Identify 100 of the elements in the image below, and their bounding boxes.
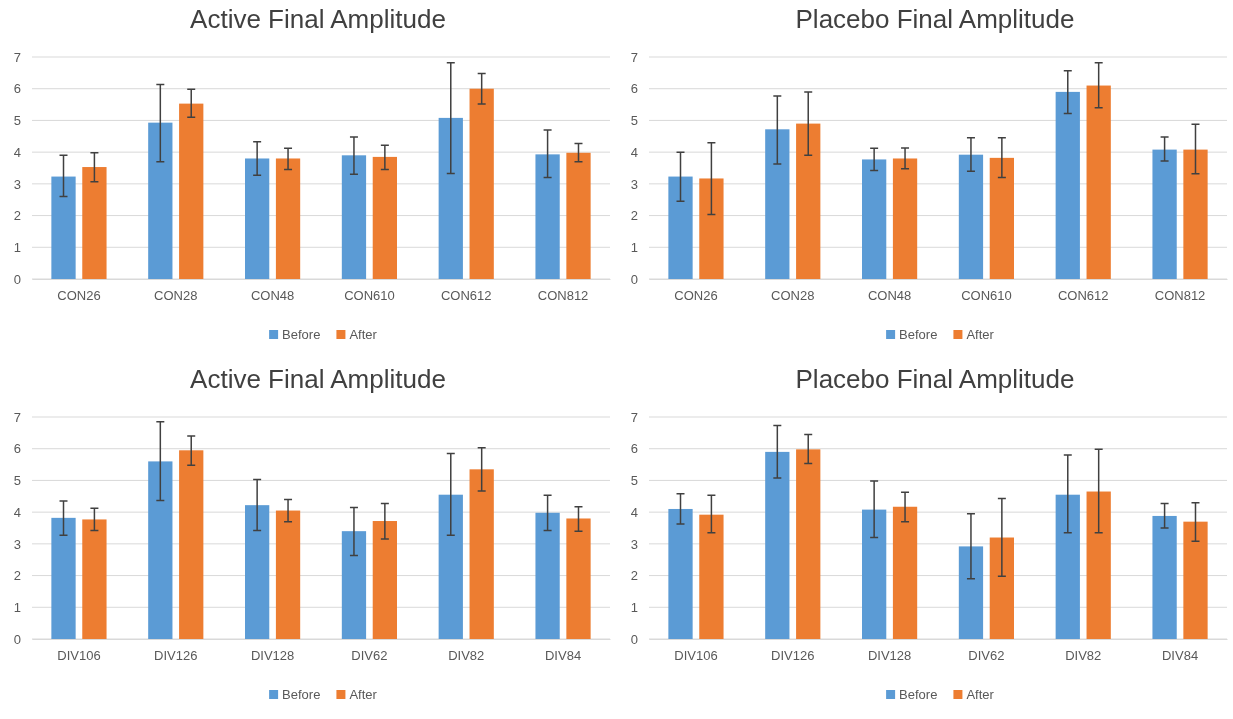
- legend-label: Before: [282, 687, 321, 702]
- chart-title: Active Final Amplitude: [190, 4, 446, 34]
- y-tick-label: 6: [630, 81, 638, 97]
- bar: [51, 517, 76, 639]
- y-tick-label: 5: [630, 473, 638, 489]
- bar: [179, 450, 204, 639]
- bar: [1086, 85, 1111, 279]
- y-tick-label: 3: [630, 536, 638, 552]
- bar: [668, 176, 693, 279]
- legend-label: Before: [899, 327, 938, 342]
- y-tick-label: 0: [13, 271, 21, 287]
- legend-label: Before: [899, 687, 938, 702]
- x-tick-label: CON26: [674, 288, 718, 304]
- bar: [892, 158, 918, 279]
- bar: [82, 167, 107, 279]
- y-tick-label: 2: [630, 568, 638, 584]
- bar: [438, 117, 463, 279]
- y-tick-label: 4: [630, 504, 638, 520]
- chart-title: Placebo Final Amplitude: [795, 4, 1075, 34]
- legend-label: After: [966, 327, 995, 342]
- bar: [51, 176, 76, 279]
- y-tick-label: 1: [13, 599, 21, 615]
- bar: [1152, 515, 1177, 639]
- y-tick-label: 4: [13, 504, 21, 520]
- x-tick-label: CON610: [344, 288, 395, 304]
- bar: [275, 510, 301, 639]
- bar: [699, 514, 724, 639]
- bar: [566, 152, 591, 279]
- bar: [958, 546, 984, 639]
- bar: [245, 505, 270, 639]
- x-tick-label: CON812: [1154, 288, 1206, 304]
- x-tick-label: CON28: [771, 288, 815, 304]
- y-tick-label: 3: [13, 536, 21, 552]
- bar: [82, 519, 107, 639]
- x-tick-label: CON612: [1057, 288, 1109, 304]
- x-tick-label: CON812: [537, 288, 589, 304]
- bar: [535, 512, 560, 639]
- legend-label: After: [349, 327, 378, 342]
- x-tick-label: DIV62: [351, 648, 388, 664]
- bar: [765, 129, 790, 279]
- y-tick-label: 7: [13, 409, 21, 425]
- y-tick-label: 6: [13, 441, 21, 457]
- bar: [438, 494, 463, 639]
- bar: [796, 449, 821, 639]
- y-tick-label: 7: [630, 49, 638, 65]
- bar: [796, 123, 821, 279]
- bar: [469, 88, 494, 279]
- bar: [372, 521, 397, 639]
- y-tick-label: 3: [630, 176, 638, 192]
- y-tick-label: 1: [13, 239, 21, 255]
- x-tick-label: DIV106: [57, 648, 101, 664]
- bar: [958, 154, 984, 279]
- y-tick-label: 3: [13, 176, 21, 192]
- y-tick-label: 2: [13, 208, 21, 224]
- y-tick-label: 2: [13, 568, 21, 584]
- legend-label: Before: [282, 327, 321, 342]
- legend-label: After: [349, 687, 378, 702]
- y-tick-label: 4: [630, 144, 638, 160]
- y-tick-label: 0: [630, 271, 638, 287]
- bar: [892, 506, 918, 639]
- chart-title: Active Final Amplitude: [190, 364, 446, 394]
- bar: [989, 537, 1014, 639]
- legend-label: After: [966, 687, 995, 702]
- y-tick-label: 5: [13, 473, 21, 489]
- y-tick-label: 1: [630, 239, 638, 255]
- y-tick-label: 4: [13, 144, 21, 160]
- bar: [668, 508, 693, 639]
- y-tick-label: 6: [630, 441, 638, 457]
- bar: [341, 531, 367, 639]
- x-tick-label: DIV128: [867, 648, 912, 664]
- bar: [275, 158, 301, 279]
- y-tick-label: 0: [630, 631, 638, 647]
- bar: [1183, 149, 1208, 279]
- y-tick-label: 5: [13, 113, 21, 129]
- y-tick-label: 7: [630, 409, 638, 425]
- x-tick-label: CON610: [961, 288, 1012, 304]
- y-tick-label: 2: [630, 208, 638, 224]
- x-tick-label: DIV128: [250, 648, 295, 664]
- bar: [535, 154, 560, 279]
- bar: [372, 156, 397, 279]
- bar: [765, 451, 790, 639]
- bar: [699, 178, 724, 279]
- x-tick-label: CON28: [154, 288, 198, 304]
- bar: [148, 461, 173, 639]
- bar: [566, 518, 591, 639]
- y-tick-label: 5: [630, 113, 638, 129]
- x-tick-label: DIV84: [544, 648, 582, 664]
- bar: [148, 122, 173, 279]
- chart-title: Placebo Final Amplitude: [795, 364, 1075, 394]
- x-tick-label: CON48: [867, 288, 912, 304]
- y-tick-label: 0: [13, 631, 21, 647]
- y-tick-label: 6: [13, 81, 21, 97]
- bar: [341, 155, 367, 279]
- bar: [862, 509, 887, 639]
- bar: [989, 157, 1014, 279]
- bar: [862, 159, 887, 279]
- x-tick-label: DIV126: [154, 648, 198, 664]
- bar: [1086, 491, 1111, 639]
- bar: [1183, 521, 1208, 639]
- x-tick-label: DIV126: [771, 648, 815, 664]
